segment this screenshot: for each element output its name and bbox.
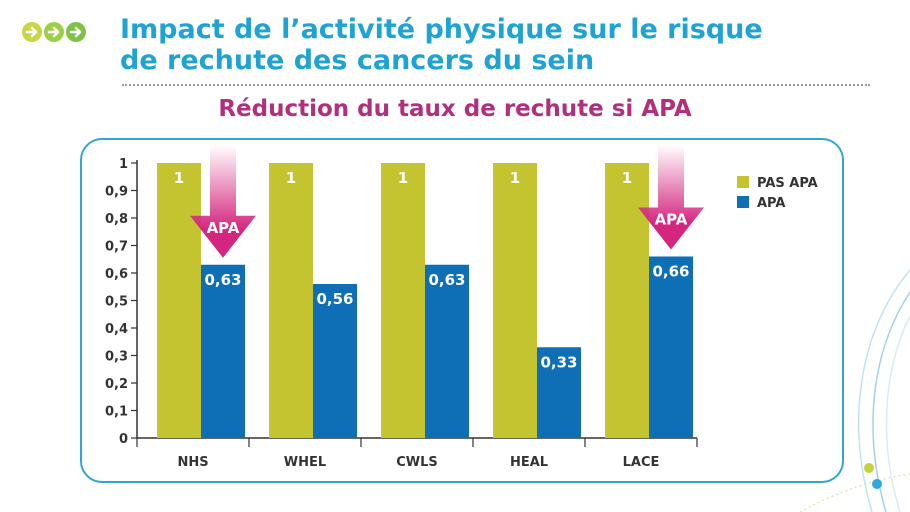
chart-panel: 0 0,1 0,2 0,3 0,4 0,5 0,6 0,7 0,8 0,9 1 NHS WHEL CWLS… (80, 138, 844, 483)
bar (157, 163, 201, 438)
data-label: 1 (622, 169, 632, 187)
y-tick-label: 0,1 (105, 405, 128, 420)
y-tick-label: 0,8 (105, 212, 128, 227)
data-label: 0,33 (540, 353, 577, 371)
arrow-circle-icon (22, 22, 42, 42)
x-tick-label: HEAL (510, 455, 548, 470)
decorative-dot (864, 463, 874, 473)
y-tick-label: 0,2 (105, 377, 128, 392)
apa-arrow (638, 145, 704, 250)
data-label: 0,63 (204, 271, 241, 289)
y-tick-label: 0,7 (105, 240, 128, 255)
title-divider (122, 84, 870, 86)
bar (269, 163, 313, 438)
y-tick-label: 0 (119, 432, 128, 447)
y-tick-label: 0,3 (105, 350, 128, 365)
arrow-circle-icon (44, 22, 64, 42)
bar (313, 284, 357, 438)
y-tick-label: 0,6 (105, 267, 128, 282)
y-tick-label: 0,5 (105, 295, 128, 310)
page-title-line-2: de rechute des cancers du sein (120, 45, 595, 76)
data-label: 1 (174, 169, 184, 187)
legend-label: PAS APA (757, 176, 818, 191)
y-tick-label: 0,9 (105, 185, 128, 200)
apa-arrow-label: APA (655, 211, 688, 229)
decorative-dot (872, 479, 882, 489)
apa-arrow-label: APA (207, 219, 240, 237)
x-tick-label: NHS (177, 455, 208, 470)
bar (381, 163, 425, 438)
page-title-line-1: Impact de l’activité physique sur le ris… (120, 14, 763, 45)
apa-arrow (190, 145, 256, 258)
data-label: 0,56 (316, 290, 353, 308)
bar (605, 163, 649, 438)
legend-label: APA (757, 196, 785, 211)
chart-subtitle: Réduction du taux de rechute si APA (218, 96, 692, 122)
legend-swatch (737, 176, 749, 188)
y-tick-label: 0,4 (105, 322, 128, 337)
y-tick-label: 1 (119, 157, 128, 172)
x-tick-label: CWLS (396, 455, 438, 470)
bar (425, 264, 469, 438)
bar (493, 163, 537, 438)
bar (201, 264, 245, 438)
data-label: 1 (286, 169, 296, 187)
x-tick-label: WHEL (284, 455, 326, 470)
x-tick-label: LACE (623, 455, 660, 470)
bar-chart: 0 0,1 0,2 0,3 0,4 0,5 0,6 0,7 0,8 0,9 1 NHS WHEL CWLS… (105, 145, 818, 470)
legend-swatch (737, 196, 749, 208)
bar (537, 347, 581, 438)
title-bullets (22, 22, 86, 42)
data-label: 0,66 (652, 263, 689, 281)
page-title: Impact de l’activité physique sur le ris… (120, 14, 880, 76)
bar (649, 256, 693, 438)
data-label: 1 (398, 169, 408, 187)
data-label: 1 (510, 169, 520, 187)
data-label: 0,63 (428, 271, 465, 289)
arrow-circle-icon (66, 22, 86, 42)
